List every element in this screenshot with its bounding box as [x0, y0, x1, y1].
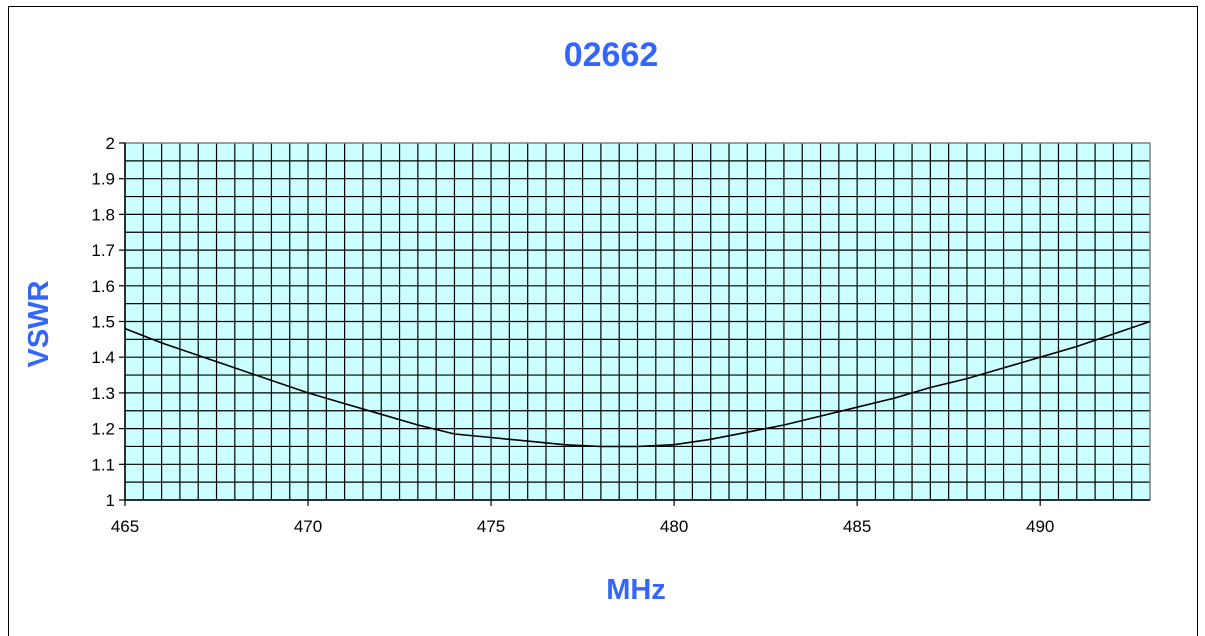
y-axis-label: VSWR [23, 280, 55, 367]
y-axis-ticks: 1 1.1 1.2 1.3 1.4 1.5 1.6 1.7 1.8 1.9 2 [91, 134, 126, 510]
x-tick-label: 475 [477, 517, 505, 536]
y-tick-label: 1.1 [91, 455, 115, 474]
x-tick-label: 465 [111, 517, 139, 536]
y-tick-label: 1.3 [91, 384, 115, 403]
y-tick-label: 2 [106, 134, 115, 153]
y-tick-label: 1.2 [91, 420, 115, 439]
x-axis-ticks: 465 470 475 480 485 490 [111, 499, 1150, 536]
chart-title: 02662 [564, 36, 659, 74]
y-tick-label: 1.9 [91, 170, 115, 189]
y-tick-label: 1 [106, 491, 115, 510]
y-tick-label: 1.5 [91, 313, 115, 332]
x-tick-label: 490 [1026, 517, 1054, 536]
vswr-series-line [124, 320, 1151, 448]
x-tick-label: 470 [294, 517, 322, 536]
x-axis-label: MHz [606, 574, 666, 606]
y-tick-label: 1.7 [91, 241, 115, 260]
x-tick-label: 480 [660, 517, 688, 536]
horizontal-gridlines [125, 160, 1150, 483]
x-tick-label: 485 [843, 517, 871, 536]
y-tick-label: 1.8 [91, 205, 115, 224]
y-tick-label: 1.6 [91, 277, 115, 296]
y-tick-label: 1.4 [91, 348, 115, 367]
